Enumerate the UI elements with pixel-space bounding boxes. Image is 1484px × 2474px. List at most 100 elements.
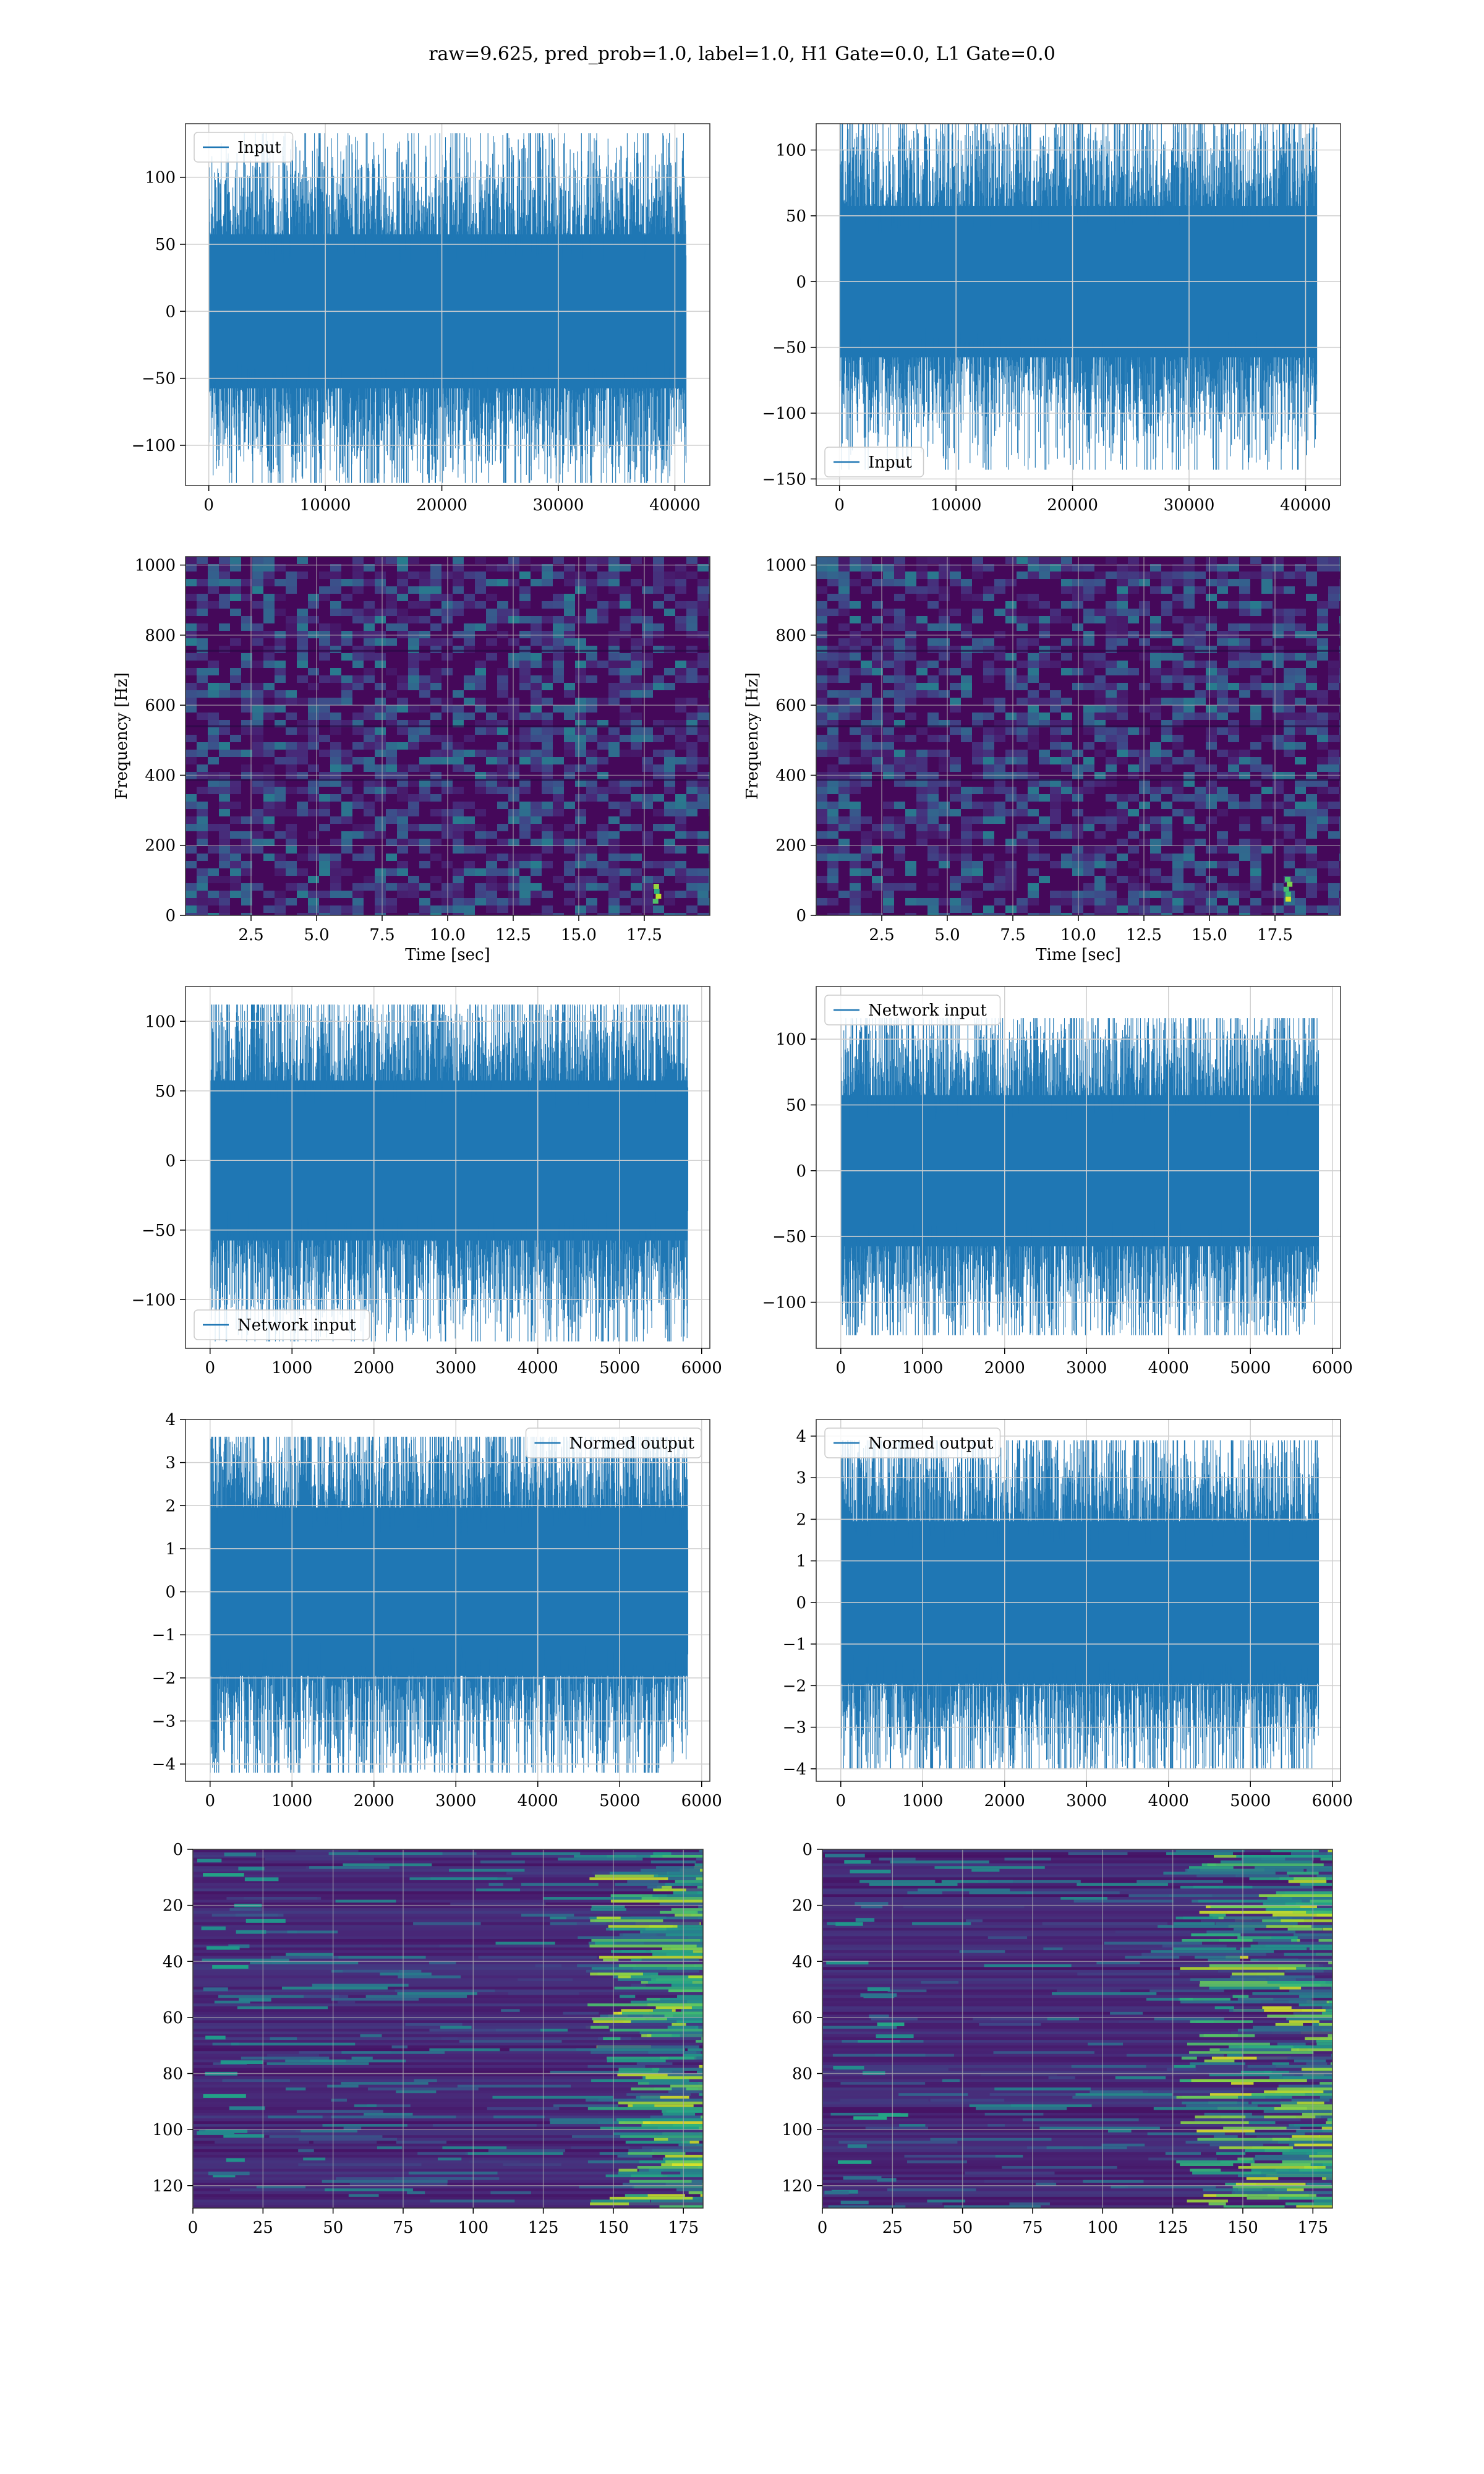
feature-streak	[683, 1911, 698, 1914]
heatmap-cell	[994, 913, 1005, 915]
heatmap-cell	[564, 616, 575, 623]
heatmap-cell	[1072, 831, 1083, 839]
heatmap-cell	[1295, 868, 1306, 876]
heatmap-cell	[497, 802, 508, 809]
heatmap-cell	[664, 898, 675, 905]
feature-streak	[699, 2196, 703, 2200]
feature-streak	[941, 1880, 1013, 1883]
feature-streak	[645, 2076, 703, 2080]
heatmap-cell	[186, 750, 197, 757]
feature-row	[822, 1958, 1333, 1962]
heatmap-cell	[1161, 787, 1172, 794]
heatmap-cell	[519, 594, 531, 601]
heatmap-cell	[927, 557, 939, 564]
heatmap-cell	[1261, 824, 1273, 831]
heatmap-cell	[1106, 668, 1117, 675]
heatmap-cell	[419, 586, 430, 594]
heatmap-cell	[430, 646, 441, 653]
heatmap-cell	[927, 661, 939, 668]
heatmap-cell	[397, 675, 408, 683]
heatmap-cell	[519, 876, 531, 883]
feature-streak	[591, 2079, 689, 2082]
heatmap-cell	[252, 742, 263, 750]
feature-row	[822, 1868, 1333, 1872]
heatmap-cell	[308, 631, 319, 638]
heatmap-cell	[1339, 824, 1341, 831]
heatmap-cell	[1339, 720, 1341, 727]
heatmap-cell	[319, 623, 330, 631]
feature-blob	[206, 1946, 240, 1950]
heatmap-cell	[486, 727, 497, 735]
heatmap-cell	[827, 779, 838, 787]
heatmap-cell	[1339, 557, 1341, 564]
heatmap-cell	[1072, 586, 1083, 594]
heatmap-cell	[1250, 913, 1261, 915]
series-line	[840, 1440, 1320, 1769]
heatmap-cell	[564, 646, 575, 653]
heatmap-cell	[263, 571, 275, 579]
heatmap-cell	[464, 675, 475, 683]
heatmap-cell	[330, 883, 341, 891]
heatmap-cell	[1317, 646, 1328, 653]
feature-streak	[688, 2191, 703, 2194]
heatmap-cell	[1005, 861, 1017, 868]
heatmap-cell	[219, 824, 230, 831]
heatmap-cell	[1005, 757, 1017, 764]
heatmap-cell	[475, 579, 486, 586]
heatmap-cell	[1017, 638, 1028, 646]
heatmap-cell	[838, 601, 850, 609]
heatmap-cell	[709, 750, 710, 757]
heatmap-cell	[275, 779, 286, 787]
heatmap-cell	[252, 557, 263, 564]
heatmap-cell	[697, 631, 709, 638]
heatmap-cell	[1250, 854, 1261, 861]
heatmap-cell	[983, 594, 994, 601]
heatmap-cell	[894, 705, 905, 713]
feature-streak	[303, 2157, 326, 2161]
heatmap-cell	[686, 661, 697, 668]
heatmap-cell	[709, 638, 710, 646]
heatmap-cell	[927, 816, 939, 824]
heatmap-cell	[564, 705, 575, 713]
heatmap-cell	[1172, 698, 1183, 705]
heatmap-cell	[508, 653, 519, 661]
heatmap-cell	[905, 623, 916, 631]
feature-streak	[966, 1919, 983, 1923]
heatmap-cell	[1028, 787, 1039, 794]
feature-row	[193, 1908, 703, 1912]
heatmap-cell	[1083, 594, 1094, 601]
plot-area	[816, 987, 1341, 1348]
feature-streak	[610, 2029, 703, 2032]
feature-row	[822, 1980, 1333, 1984]
heatmap-cell	[1150, 868, 1161, 876]
heatmap-cell	[827, 705, 838, 713]
heatmap-cell	[1061, 713, 1072, 720]
heatmap-cell	[1028, 868, 1039, 876]
heatmap-cell	[252, 631, 263, 638]
feature-streak	[668, 2090, 703, 2094]
heatmap-cell	[1139, 779, 1150, 787]
heatmap-cell	[519, 757, 531, 764]
feature-streak	[653, 1852, 672, 1856]
heatmap-cell	[230, 557, 241, 564]
heatmap-cell	[675, 868, 686, 876]
heatmap-cell	[1217, 668, 1228, 675]
feature-row	[822, 1874, 1333, 1878]
heatmap-cell	[542, 750, 553, 757]
heatmap-cell	[1117, 668, 1128, 675]
heatmap-cell	[286, 831, 297, 839]
heatmap-cell	[1083, 713, 1094, 720]
heatmap-cell	[219, 601, 230, 609]
feature-streak	[697, 2166, 703, 2170]
feature-streak	[676, 1995, 703, 1998]
feature-row	[193, 1978, 703, 1982]
heatmap-cell	[1295, 876, 1306, 883]
heatmap-cell	[531, 683, 542, 690]
feature-row	[822, 2034, 1333, 2038]
heatmap-cell	[1106, 683, 1117, 690]
heatmap-cell	[297, 802, 308, 809]
heatmap-cell	[330, 839, 341, 846]
heatmap-cell	[308, 846, 319, 854]
feature-row	[822, 1863, 1333, 1867]
